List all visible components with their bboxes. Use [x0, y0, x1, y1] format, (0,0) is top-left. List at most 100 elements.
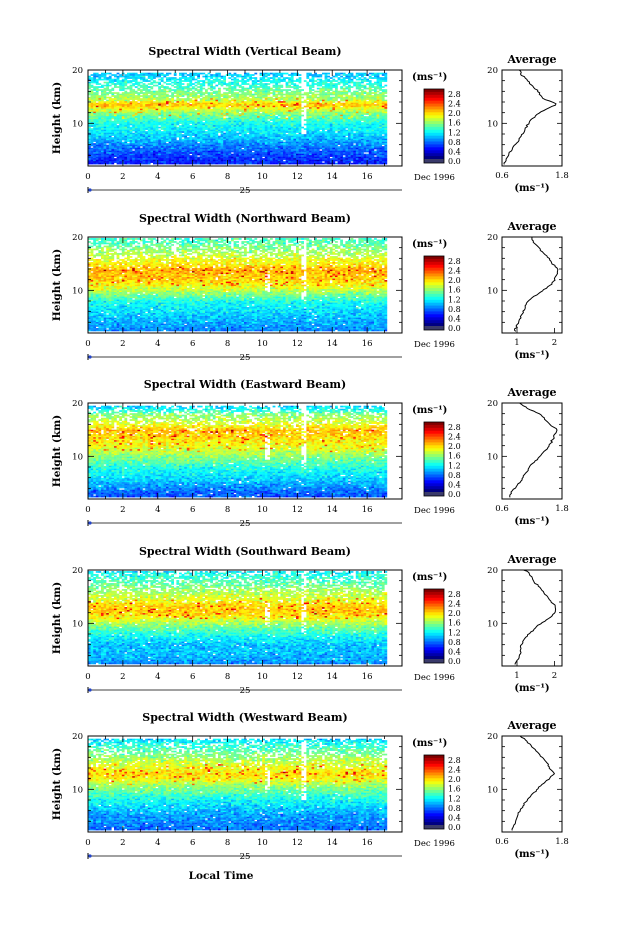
profile-y-tick-label: 20 — [487, 399, 498, 409]
profile-x-tick-label: 1.8 — [555, 504, 569, 514]
y-tick-label: 20 — [72, 399, 83, 409]
profile-x-tick-label: 1.8 — [555, 837, 569, 847]
x-tick-label: 12 — [292, 339, 303, 349]
x-tick-label: 6 — [190, 672, 195, 682]
panel-5: Spectral Width (Westward Beam)0 2 4 6 8 10 12 1… — [51, 711, 569, 862]
profile-title: Average — [506, 719, 556, 732]
y-axis-title: Height (km) — [51, 415, 63, 487]
colorbar-tick-label: 1.2 — [448, 461, 461, 470]
colorbar-unit: (ms⁻¹) — [412, 738, 447, 749]
colorbar-tick-label: 2.4 — [448, 100, 461, 109]
colorbar-unit: (ms⁻¹) — [412, 239, 447, 250]
x-tick-label: 2 — [120, 505, 125, 515]
x-tick-label: 16 — [362, 339, 373, 349]
colorbar-tick-label: 0.4 — [448, 480, 461, 489]
day-label: 25 — [240, 186, 251, 196]
heatmap-cells — [88, 571, 387, 664]
x-tick-label: 14 — [327, 672, 338, 682]
colorbar-tick-label: 0.4 — [448, 813, 461, 822]
colorbar-tick-label: 0.8 — [448, 471, 461, 480]
x-tick-label: 0 — [85, 172, 90, 182]
colorbar-unit: (ms⁻¹) — [412, 72, 447, 83]
colorbar-tick-label: 2.8 — [448, 90, 461, 99]
x-tick-label: 4 — [155, 505, 160, 515]
x-tick-label: 4 — [155, 172, 160, 182]
x-tick-label: 12 — [292, 838, 303, 848]
heatmap-cells — [88, 406, 387, 498]
panel-2: Spectral Width (Northward Beam)0 2 4 6 8 10 12… — [51, 212, 562, 363]
colorbar-tick-label: 2.4 — [448, 600, 461, 609]
profile-x-tick-label: 2 — [552, 338, 557, 348]
profile-unit: (ms⁻¹) — [514, 683, 549, 694]
profile-x-tick-label: 1 — [514, 338, 519, 348]
panel-3: Spectral Width (Eastward Beam)0 2 4 6 8 10 12 1… — [51, 378, 569, 529]
x-tick-label: 0 — [85, 339, 90, 349]
x-tick-label: 14 — [327, 838, 338, 848]
x-tick-label: 16 — [362, 838, 373, 848]
spectral-width-figure: Spectral Width (Vertical Beam)0 2 4 6 8 10 12 1… — [0, 0, 622, 929]
x-tick-label: 6 — [190, 505, 195, 515]
colorbar: 2.82.42.01.61.20.80.40.0(ms⁻¹) — [412, 72, 461, 166]
profile-unit: (ms⁻¹) — [514, 183, 549, 194]
colorbar-tick-label: 2.0 — [448, 609, 461, 618]
colorbar-tick-label: 0.8 — [448, 138, 461, 147]
x-tick-label: 6 — [190, 339, 195, 349]
y-tick-label: 20 — [72, 66, 83, 76]
y-axis-title: Height (km) — [51, 748, 63, 820]
y-tick-label: 20 — [72, 233, 83, 243]
x-tick-label: 10 — [257, 505, 268, 515]
colorbar-tick-label: 1.6 — [448, 452, 461, 461]
x-tick-label: 10 — [257, 672, 268, 682]
x-tick-label: 10 — [257, 172, 268, 182]
panel-title: Spectral Width (Northward Beam) — [139, 212, 351, 225]
y-axis-title: Height (km) — [51, 82, 63, 154]
day-label: 25 — [240, 686, 251, 696]
day-label: 25 — [240, 519, 251, 529]
x-tick-label: 8 — [225, 672, 230, 682]
profile-y-tick-label: 10 — [487, 286, 498, 296]
profile-y-tick-label: 20 — [487, 66, 498, 76]
y-tick-label: 10 — [72, 452, 83, 462]
colorbar-tick-label: 2.0 — [448, 276, 461, 285]
x-tick-label: 14 — [327, 172, 338, 182]
colorbar-tick-label: 2.4 — [448, 766, 461, 775]
colorbar-tick-label: 0.0 — [448, 490, 461, 499]
profile-unit: (ms⁻¹) — [514, 516, 549, 527]
y-tick-label: 10 — [72, 286, 83, 296]
colorbar: 2.82.42.01.61.20.80.40.0(ms⁻¹) — [412, 738, 461, 832]
panel-title: Spectral Width (Westward Beam) — [142, 711, 347, 724]
profile-unit: (ms⁻¹) — [514, 849, 549, 860]
profile-x-tick-label: 2 — [552, 671, 557, 681]
x-tick-label: 14 — [327, 339, 338, 349]
x-tick-label: 12 — [292, 172, 303, 182]
colorbar-tick-label: 1.6 — [448, 619, 461, 628]
x-tick-label: 4 — [155, 838, 160, 848]
colorbar-tick-label: 0.0 — [448, 823, 461, 832]
colorbar-tick-label: 2.4 — [448, 267, 461, 276]
colorbar-tick-label: 2.0 — [448, 442, 461, 451]
x-tick-label: 12 — [292, 505, 303, 515]
profile-title: Average — [506, 386, 556, 399]
x-tick-label: 6 — [190, 172, 195, 182]
day-label: 25 — [240, 353, 251, 363]
x-tick-label: 8 — [225, 505, 230, 515]
colorbar-tick-label: 2.8 — [448, 257, 461, 266]
heatmap-cells — [88, 73, 387, 165]
x-tick-label: 4 — [155, 672, 160, 682]
profile-y-tick-label: 10 — [487, 619, 498, 629]
panel-title: Spectral Width (Vertical Beam) — [148, 45, 341, 58]
x-tick-label: 6 — [190, 838, 195, 848]
colorbar-tick-label: 0.4 — [448, 147, 461, 156]
panel-title: Spectral Width (Southward Beam) — [139, 545, 351, 558]
y-tick-label: 20 — [72, 566, 83, 576]
colorbar-unit: (ms⁻¹) — [412, 405, 447, 416]
x-tick-label: 16 — [362, 672, 373, 682]
colorbar-tick-label: 2.8 — [448, 756, 461, 765]
colorbar: 2.82.42.01.61.20.80.40.0(ms⁻¹) — [412, 405, 461, 499]
date-label: Dec 1996 — [414, 340, 455, 350]
